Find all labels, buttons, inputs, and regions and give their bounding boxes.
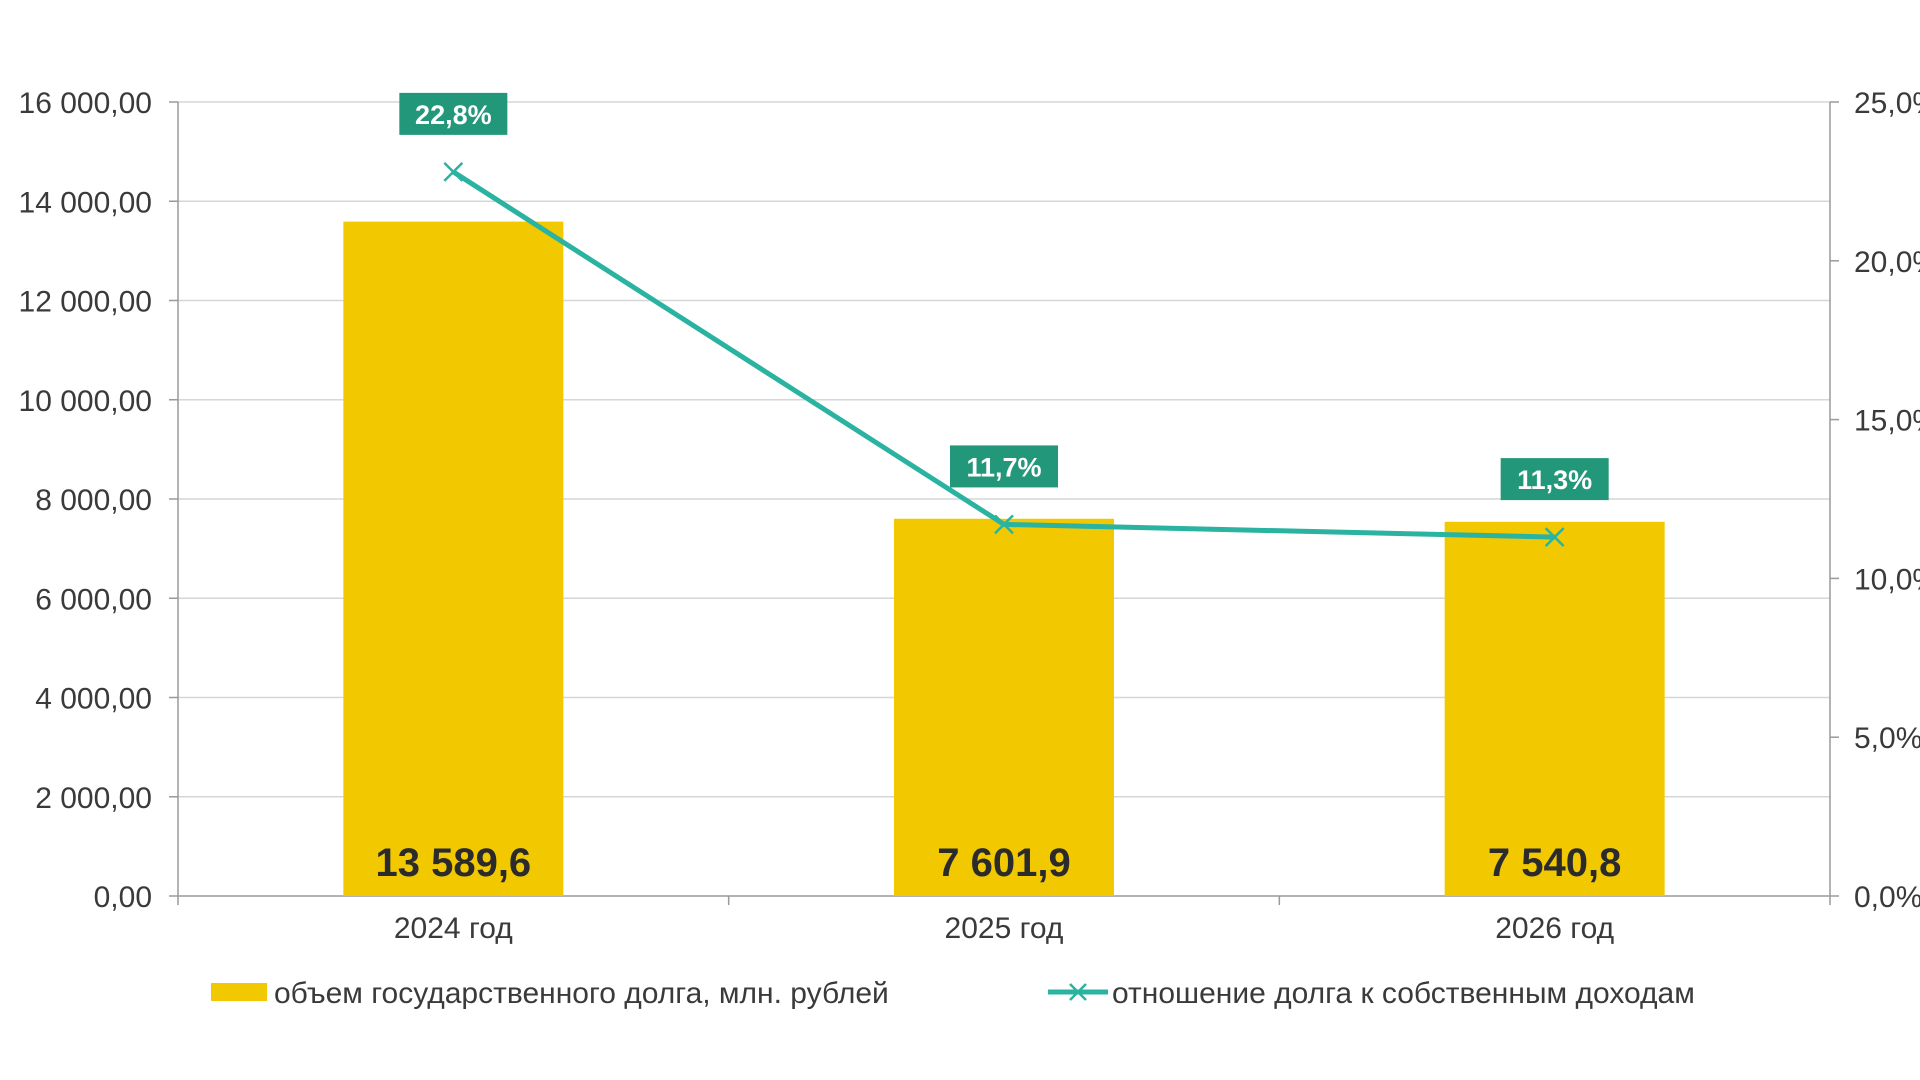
bar xyxy=(343,221,564,897)
bar xyxy=(1444,521,1665,896)
bars xyxy=(343,221,1665,897)
x-marker-icon xyxy=(994,514,1014,535)
bar xyxy=(894,518,1114,896)
left-tick-label: 6 000,00 xyxy=(35,583,152,616)
legend-line-label: отношение долга к собственным доходам xyxy=(1112,977,1695,1010)
left-tick-label: 4 000,00 xyxy=(35,683,152,716)
left-tick-label: 12 000,00 xyxy=(19,286,152,319)
left-tick-label: 16 000,00 xyxy=(19,87,152,120)
right-tick-label: 15,0% xyxy=(1854,405,1920,438)
legend-x-marker-icon xyxy=(1069,983,1087,1001)
legend: объем государственного долга, млн. рубле… xyxy=(211,977,1695,1010)
right-tick-label: 5,0% xyxy=(1854,722,1920,755)
right-tick-label: 10,0% xyxy=(1854,563,1920,596)
right-tick-label: 0,0% xyxy=(1854,881,1920,914)
x-marker-icon xyxy=(443,161,464,182)
left-tick-label: 14 000,00 xyxy=(19,186,152,219)
pct-label-box xyxy=(1500,458,1609,501)
legend-bar-label: объем государственного долга, млн. рубле… xyxy=(274,977,889,1010)
right-tick-label: 25,0% xyxy=(1854,87,1920,120)
left-tick-label: 0,00 xyxy=(94,881,152,914)
bar-value-label: 7 601,9 xyxy=(937,841,1070,885)
pct-label: 11,3% xyxy=(1517,465,1592,495)
legend-bar-swatch xyxy=(211,983,267,1001)
right-tick-label: 20,0% xyxy=(1854,246,1920,279)
pct-label: 11,7% xyxy=(966,452,1041,482)
category-label: 2025 год xyxy=(945,912,1064,945)
bar-value-label: 13 589,6 xyxy=(375,841,531,885)
pct-label-box xyxy=(399,92,508,135)
data-labels: 13 589,6 7 601,9 7 540,8 22,8% 11,7% 11,3% xyxy=(375,92,1621,885)
bar-value-label: 7 540,8 xyxy=(1488,841,1621,885)
left-tick-label: 8 000,00 xyxy=(35,484,152,517)
pct-label: 22,8% xyxy=(415,100,492,130)
x-marker-icon xyxy=(1544,527,1565,547)
category-label: 2024 год xyxy=(394,912,513,945)
category-label: 2026 год xyxy=(1495,912,1614,945)
left-tick-label: 10 000,00 xyxy=(19,385,152,418)
left-tick-label: 2 000,00 xyxy=(35,782,152,815)
ratio-line xyxy=(443,161,1565,547)
pct-label-box xyxy=(950,445,1058,488)
